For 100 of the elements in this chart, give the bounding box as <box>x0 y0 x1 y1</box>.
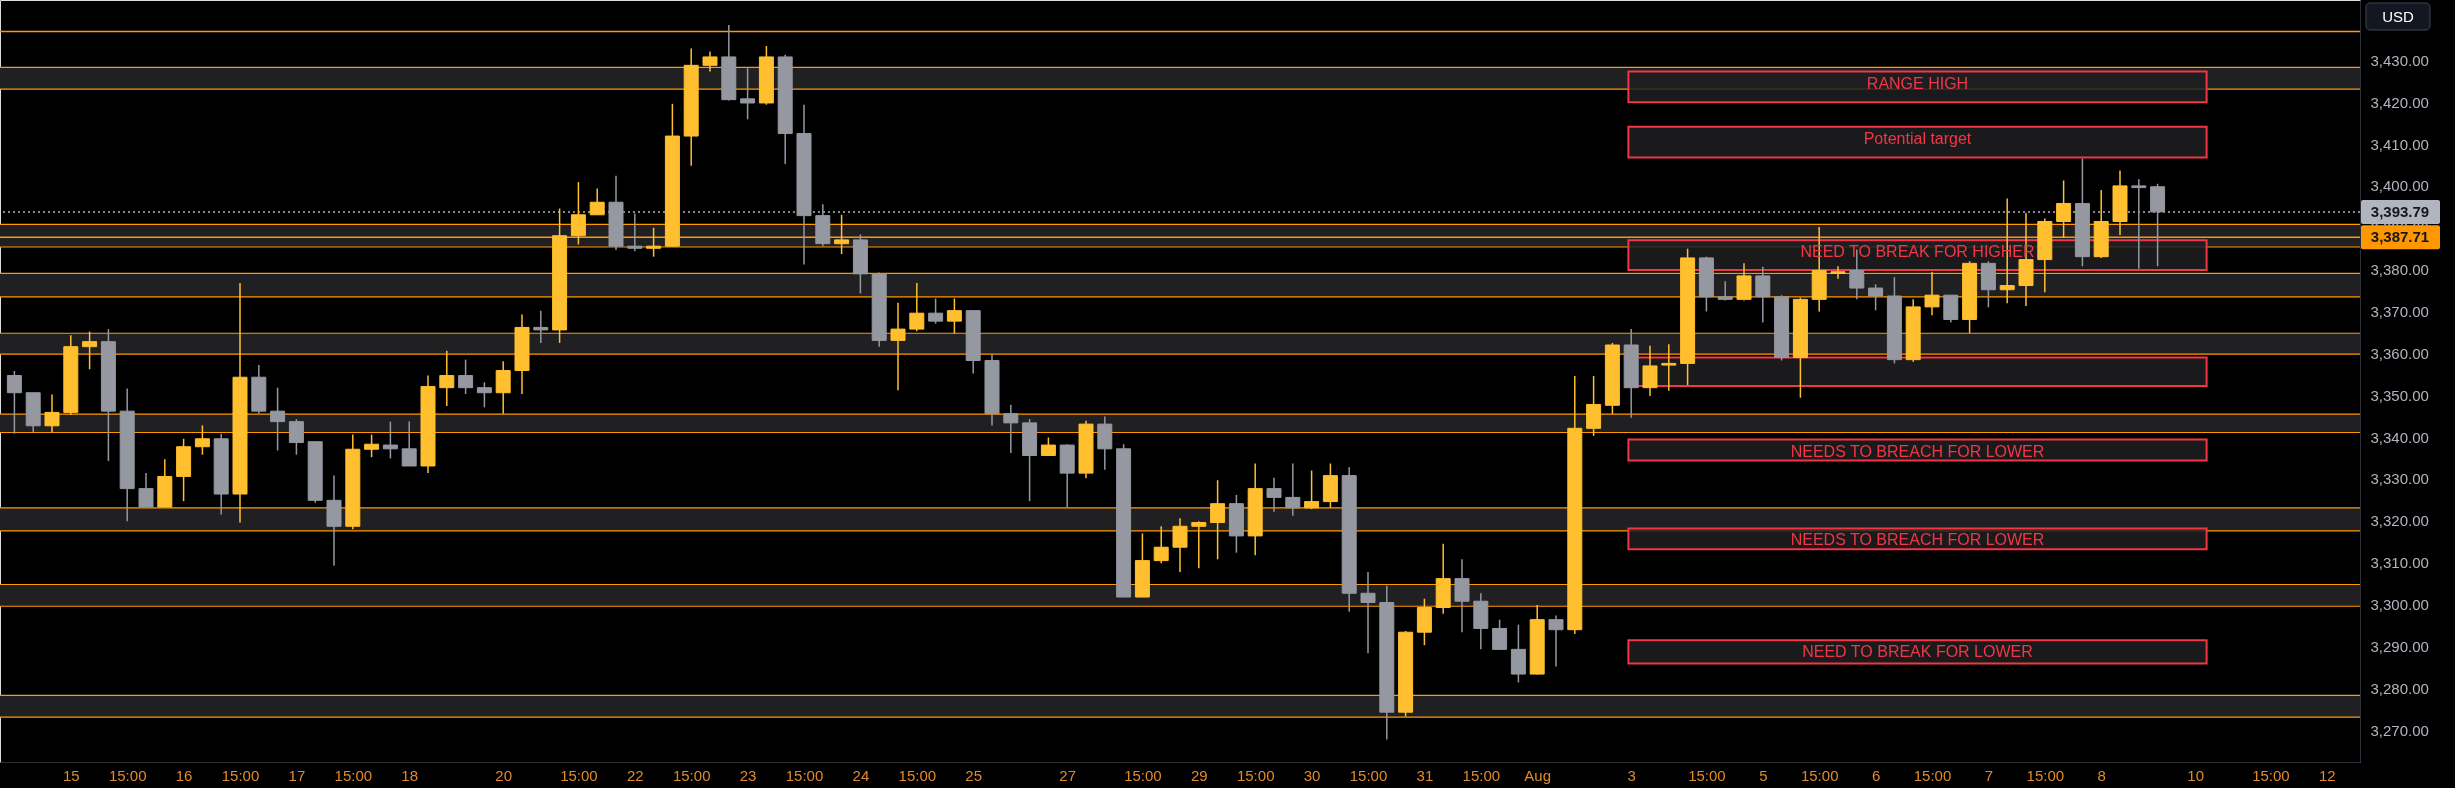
candlestick <box>1492 618 1508 651</box>
x-tick-label: 12 <box>2318 766 2336 784</box>
candlestick <box>6 370 22 435</box>
candlestick <box>1210 479 1226 561</box>
x-tick-label: 22 <box>626 766 644 784</box>
x-tick-label: 15:00 <box>1236 766 1275 784</box>
x-tick-label: 3 <box>1627 766 1636 784</box>
y-tick-label: 3,290.00 <box>2370 637 2429 655</box>
x-tick-label: 15:00 <box>785 766 824 784</box>
x-tick-label: 15:00 <box>1462 766 1501 784</box>
band-label: NEEDS TO BREACH FOR LOWER <box>1790 442 2045 460</box>
candlestick <box>740 67 756 121</box>
x-tick-label: 31 <box>1416 766 1434 784</box>
x-tick-label: 15:00 <box>221 766 260 784</box>
y-tick-label: 3,330.00 <box>2370 470 2429 488</box>
band-label: RANGE HIGH <box>1866 74 1969 92</box>
y-tick-label: 3,400.00 <box>2370 177 2429 195</box>
y-axis-title: USD <box>2382 8 2414 25</box>
candlestick <box>702 50 718 73</box>
x-tick-label: 15 <box>62 766 80 784</box>
x-tick-label: 27 <box>1059 766 1077 784</box>
candlestick <box>458 358 474 395</box>
candlestick <box>1924 270 1940 317</box>
x-tick-label: 15:00 <box>334 766 373 784</box>
x-tick-label: 15:00 <box>898 766 937 784</box>
x-tick-label: 15:00 <box>560 766 598 784</box>
candlestick <box>1717 280 1733 302</box>
x-tick-label: 18 <box>401 766 419 784</box>
x-tick-label: 16 <box>175 766 193 784</box>
candlestick <box>2056 179 2072 239</box>
x-tick-label: 23 <box>739 766 757 784</box>
x-tick-label: 15:00 <box>1913 766 1952 784</box>
ref-line-label: 3,393.79 <box>2370 202 2430 220</box>
x-tick-label: 15:00 <box>1688 766 1726 784</box>
candlestick <box>1285 462 1301 517</box>
x-tick-label: 8 <box>2097 766 2106 784</box>
y-tick-label: 3,430.00 <box>2370 51 2429 69</box>
candlestick <box>1830 265 1846 280</box>
x-tick-label: 25 <box>965 766 983 784</box>
candlestick <box>382 420 398 460</box>
y-tick-label: 3,340.00 <box>2370 428 2429 446</box>
candlestick <box>82 330 98 371</box>
candlestick <box>2131 178 2147 270</box>
candlestick <box>1266 476 1282 513</box>
x-tick-label: 20 <box>495 766 513 784</box>
candlestick <box>570 181 586 246</box>
x-tick-label: 6 <box>1871 766 1881 784</box>
y-tick-label: 3,370.00 <box>2370 303 2429 320</box>
candlestick <box>1153 525 1169 564</box>
y-tick-label: 3,380.00 <box>2370 261 2429 279</box>
candlestick <box>533 309 549 344</box>
x-tick-label: 24 <box>852 766 870 784</box>
x-tick-label: 15:00 <box>2252 766 2290 784</box>
candlestick <box>1454 558 1470 633</box>
candlestick <box>909 282 925 332</box>
candlestick <box>1736 262 1752 302</box>
x-tick-label: 15:00 <box>108 766 147 784</box>
candlestick <box>495 360 511 415</box>
candlestick <box>401 420 417 467</box>
candlestick <box>44 393 60 433</box>
x-tick-label: 7 <box>1984 766 1994 784</box>
candlestick <box>138 472 154 508</box>
y-tick-label: 3,280.00 <box>2370 679 2429 697</box>
y-tick-label: 3,270.00 <box>2370 721 2429 739</box>
candlestick <box>834 214 850 255</box>
candlestick <box>1360 571 1376 654</box>
candlestick <box>1172 517 1188 573</box>
x-tick-label: 15:00 <box>1124 766 1162 784</box>
candlestick <box>589 187 605 216</box>
x-tick-label: 5 <box>1759 766 1768 784</box>
candlestick <box>946 297 962 335</box>
candlestick <box>270 386 286 452</box>
candlestick <box>476 381 492 409</box>
candlestick <box>627 212 643 252</box>
band-label: NEEDS TO BREACH FOR LOWER <box>1790 531 2045 549</box>
x-tick-label: 29 <box>1190 766 1208 784</box>
candlestick <box>1586 375 1602 437</box>
ref-line-label: 3,387.71 <box>2370 228 2430 246</box>
candlestick <box>1548 614 1564 668</box>
candlestick <box>890 301 906 391</box>
x-tick-label: 30 <box>1303 766 1321 784</box>
y-tick-label: 3,320.00 <box>2370 512 2429 530</box>
x-tick-label: Aug <box>1524 766 1552 784</box>
y-tick-label: 3,300.00 <box>2370 596 2429 614</box>
candlestick <box>646 227 662 258</box>
x-tick-label: 15:00 <box>1800 766 1839 784</box>
y-tick-label: 3,310.00 <box>2370 554 2429 572</box>
candlestick <box>194 424 210 456</box>
candlestick <box>1642 345 1658 397</box>
candlestick <box>439 350 455 407</box>
y-tick-label: 3,360.00 <box>2370 344 2429 362</box>
candlestick <box>1003 404 1019 454</box>
x-tick-label: 15:00 <box>2026 766 2065 784</box>
x-tick-label: 15:00 <box>1349 766 1388 784</box>
candlestick <box>1304 469 1320 510</box>
x-tick-label: 15:00 <box>672 766 711 784</box>
candlestick <box>1191 520 1207 569</box>
candlestick <box>1040 436 1056 457</box>
y-tick-label: 3,350.00 <box>2370 386 2429 404</box>
candlestick <box>928 297 944 325</box>
